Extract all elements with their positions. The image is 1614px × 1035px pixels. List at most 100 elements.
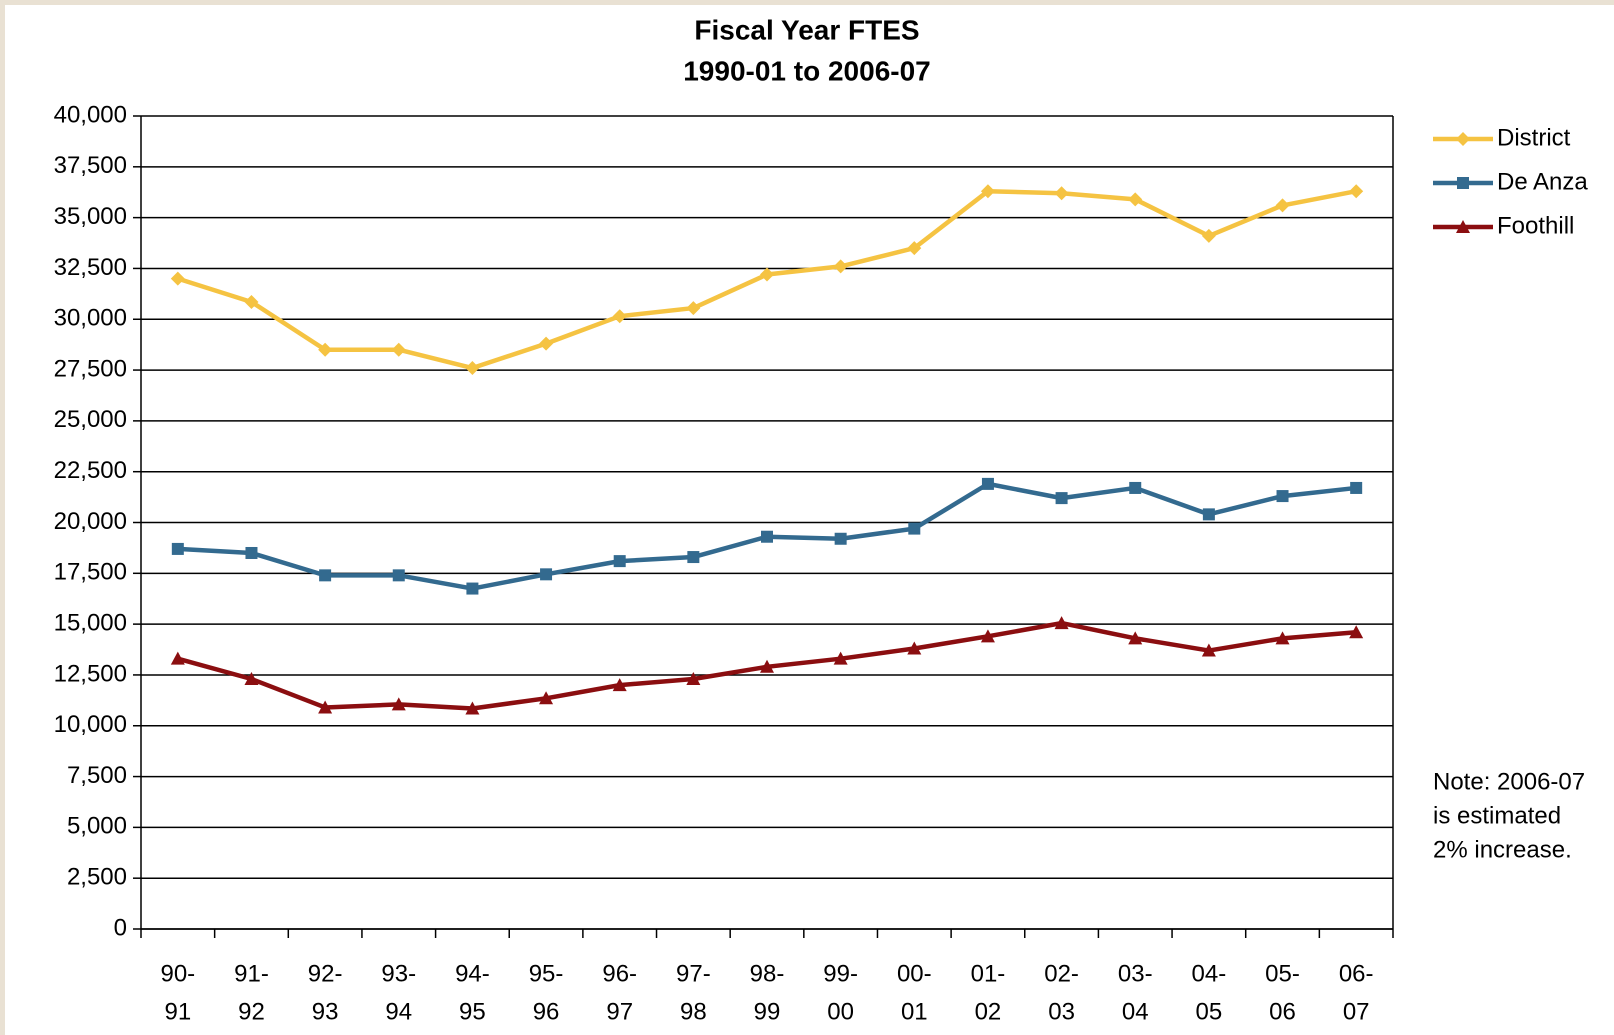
data-point [907, 241, 922, 256]
data-point [613, 555, 626, 568]
data-point [465, 701, 480, 715]
y-tick-label: 20,000 [54, 508, 127, 535]
data-point [1349, 184, 1364, 199]
y-tick-label: 22,500 [54, 457, 127, 484]
data-point [245, 546, 258, 559]
data-point [1055, 492, 1068, 505]
y-tick-label: 15,000 [54, 609, 127, 636]
x-tick-label: 00 [827, 998, 854, 1025]
x-tick-label: 93 [312, 998, 339, 1025]
y-tick-label: 27,500 [54, 355, 127, 382]
data-point [1275, 631, 1290, 645]
annotation: 2% increase. [1433, 836, 1572, 863]
x-tick-label: 95 [459, 998, 486, 1025]
data-point [1129, 481, 1142, 494]
x-tick-label: 98 [680, 998, 707, 1025]
x-tick-label: 00- [897, 960, 932, 987]
data-point [171, 542, 184, 555]
x-tick-label: 05- [1265, 960, 1300, 987]
data-point [612, 678, 627, 692]
y-tick-label: 7,500 [67, 762, 127, 789]
data-point [1349, 625, 1364, 639]
data-point [981, 477, 994, 490]
y-tick-label: 35,000 [54, 203, 127, 230]
data-point [612, 309, 627, 324]
data-point [980, 629, 995, 643]
data-point [686, 672, 701, 686]
chart-title: 1990-01 to 2006-07 [683, 55, 931, 86]
y-tick-label: 30,000 [54, 305, 127, 332]
legend-label: Foothill [1497, 212, 1574, 239]
y-tick-label: 17,500 [54, 559, 127, 586]
data-point [1054, 616, 1069, 630]
x-tick-label: 04- [1192, 960, 1227, 987]
y-tick-label: 32,500 [54, 254, 127, 281]
x-tick-label: 02 [975, 998, 1002, 1025]
data-point [833, 259, 848, 274]
x-tick-label: 94 [385, 998, 412, 1025]
data-point [540, 568, 553, 581]
y-tick-label: 25,000 [54, 406, 127, 433]
data-point [392, 569, 405, 582]
data-point [1201, 643, 1216, 657]
data-point [1350, 481, 1363, 494]
x-tick-label: 07 [1343, 998, 1370, 1025]
x-tick-label: 02- [1044, 960, 1079, 987]
x-tick-label: 01 [901, 998, 928, 1025]
data-point [318, 700, 333, 714]
annotation: Note: 2006-07 [1433, 768, 1585, 795]
y-tick-label: 40,000 [54, 101, 127, 128]
data-point [833, 651, 848, 665]
x-tick-label: 99 [754, 998, 781, 1025]
x-tick-label: 99- [823, 960, 858, 987]
data-point [391, 697, 406, 711]
data-point [1275, 198, 1290, 213]
y-tick-label: 10,000 [54, 711, 127, 738]
x-tick-label: 90- [160, 960, 195, 987]
data-point [170, 651, 185, 665]
data-point [319, 569, 332, 582]
y-tick-label: 5,000 [67, 813, 127, 840]
legend-label: District [1497, 124, 1571, 151]
data-point [687, 551, 700, 564]
x-tick-label: 97 [606, 998, 633, 1025]
x-tick-label: 98- [750, 960, 785, 987]
x-tick-label: 06- [1339, 960, 1374, 987]
data-point [686, 301, 701, 316]
x-tick-label: 01- [971, 960, 1006, 987]
x-tick-label: 92- [308, 960, 343, 987]
x-tick-label: 91- [234, 960, 269, 987]
data-point [539, 691, 554, 705]
y-tick-label: 12,500 [54, 660, 127, 687]
data-point [170, 271, 185, 286]
legend-marker [1456, 132, 1470, 146]
x-tick-label: 94- [455, 960, 490, 987]
data-point [1128, 631, 1143, 645]
x-tick-label: 96- [602, 960, 637, 987]
x-tick-label: 97- [676, 960, 711, 987]
legend-marker [1457, 177, 1469, 189]
y-tick-label: 2,500 [67, 864, 127, 891]
data-point [834, 532, 847, 545]
data-point [1128, 192, 1143, 207]
legend-marker [1456, 220, 1470, 233]
data-point [465, 361, 480, 376]
chart: Fiscal Year FTES 1990-01 to 2006-07 0 2,500… [5, 5, 1614, 1035]
data-point [1276, 490, 1289, 503]
x-tick-label: 92 [238, 998, 265, 1025]
data-point [391, 342, 406, 357]
data-point [1054, 186, 1069, 201]
data-point [980, 184, 995, 199]
x-tick-label: 95- [529, 960, 564, 987]
legend-label: De Anza [1497, 168, 1588, 195]
x-tick-label: 96 [533, 998, 560, 1025]
data-point [907, 641, 922, 655]
y-tick-label: 37,500 [54, 152, 127, 179]
data-point [318, 342, 333, 357]
x-tick-label: 05 [1196, 998, 1223, 1025]
annotation: is estimated [1433, 802, 1561, 829]
x-tick-label: 04 [1122, 998, 1149, 1025]
data-point [908, 522, 921, 535]
data-point [1202, 508, 1215, 521]
data-point [244, 294, 259, 309]
